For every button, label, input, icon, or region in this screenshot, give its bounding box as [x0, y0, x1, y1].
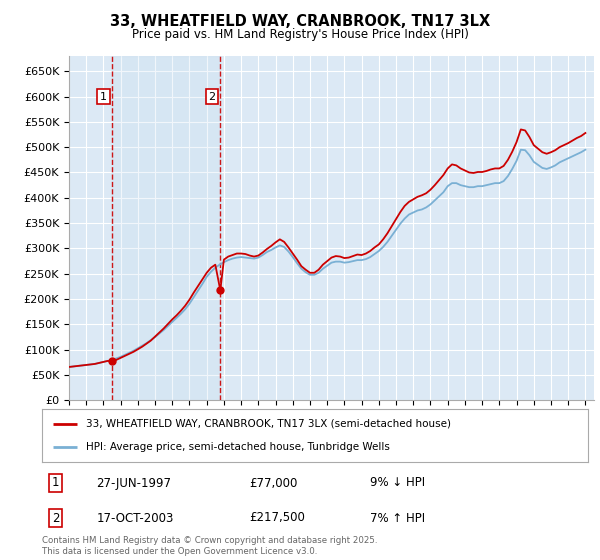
Text: 2: 2: [208, 91, 215, 101]
Text: HPI: Average price, semi-detached house, Tunbridge Wells: HPI: Average price, semi-detached house,…: [86, 442, 389, 452]
Text: 9% ↓ HPI: 9% ↓ HPI: [370, 477, 425, 489]
Text: £217,500: £217,500: [250, 511, 305, 525]
Text: 33, WHEATFIELD WAY, CRANBROOK, TN17 3LX (semi-detached house): 33, WHEATFIELD WAY, CRANBROOK, TN17 3LX …: [86, 419, 451, 429]
Text: 33, WHEATFIELD WAY, CRANBROOK, TN17 3LX: 33, WHEATFIELD WAY, CRANBROOK, TN17 3LX: [110, 14, 490, 29]
Text: 2: 2: [52, 511, 59, 525]
Text: 17-OCT-2003: 17-OCT-2003: [97, 511, 174, 525]
Text: Contains HM Land Registry data © Crown copyright and database right 2025.
This d: Contains HM Land Registry data © Crown c…: [42, 536, 377, 556]
Text: 1: 1: [52, 477, 59, 489]
Text: £77,000: £77,000: [250, 477, 298, 489]
Text: 7% ↑ HPI: 7% ↑ HPI: [370, 511, 425, 525]
Text: 27-JUN-1997: 27-JUN-1997: [97, 477, 172, 489]
Bar: [112, 56, 220, 400]
Text: 1: 1: [100, 91, 107, 101]
Text: Price paid vs. HM Land Registry's House Price Index (HPI): Price paid vs. HM Land Registry's House …: [131, 28, 469, 41]
